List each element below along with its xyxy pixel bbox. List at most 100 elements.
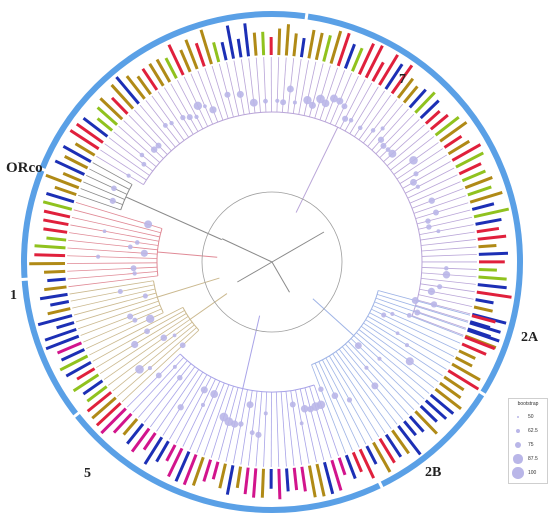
tip-label (243, 23, 251, 57)
bootstrap-node (127, 313, 134, 320)
tip-label (62, 145, 92, 163)
tip-label (164, 57, 178, 80)
bootstrap-node (404, 343, 410, 348)
bootstrap-node (436, 229, 441, 234)
tip-label (424, 110, 441, 125)
bootstrap-node (141, 161, 147, 167)
tip-label (477, 283, 507, 290)
tip-branch (86, 175, 128, 195)
bootstrap-node (131, 340, 139, 349)
tip-branch (341, 346, 404, 420)
bootstrap-node (415, 184, 421, 189)
bootstrap-node (186, 114, 193, 121)
tip-branch (415, 304, 469, 322)
bootstrap-node (318, 386, 324, 392)
tip-label (414, 410, 438, 435)
tip-branch (92, 162, 133, 185)
tip-label (45, 173, 80, 190)
tip-branch (411, 188, 464, 209)
tip-label (391, 429, 410, 455)
tip-branch (396, 148, 443, 180)
tip-label (403, 420, 417, 437)
clade-root-branch (125, 196, 222, 241)
legend-dot (514, 441, 522, 449)
legend-dot-wrap (511, 441, 525, 449)
tip-branch (80, 188, 123, 206)
tip-label (299, 37, 306, 58)
tip-label (476, 290, 512, 299)
tip-label (473, 305, 493, 313)
tip-branch (332, 353, 386, 434)
tip-label (475, 298, 494, 305)
tip-label (56, 321, 75, 330)
bootstrap-node (444, 266, 449, 271)
tip-branch (67, 255, 158, 259)
bootstrap-node (224, 91, 231, 98)
tip-label (44, 285, 67, 292)
bootstrap-node (341, 103, 348, 110)
bootstrap-node (126, 173, 131, 178)
tip-label (447, 139, 471, 156)
clade-label-5: 5 (84, 466, 91, 481)
tip-branch (407, 174, 458, 199)
outer-ring (19, 11, 523, 513)
tip-branch (285, 391, 295, 466)
bootstrap-node (172, 364, 177, 369)
tip-branch (421, 239, 476, 246)
tip-branch (170, 83, 199, 132)
tip-branch (197, 70, 219, 123)
tip-branch (83, 308, 162, 343)
tip-branch (157, 91, 189, 138)
tip-branch (263, 391, 268, 467)
bootstrap-node (194, 114, 199, 120)
tip-branch (247, 391, 258, 466)
bootstrap-node (236, 90, 244, 98)
tip-branch (419, 224, 474, 236)
tip-branch (418, 294, 473, 307)
bootstrap-node (130, 265, 137, 272)
clade-root-branch (312, 298, 355, 336)
tip-branch (420, 283, 475, 293)
tip-branch (295, 389, 310, 464)
tip-label (357, 42, 375, 75)
bootstrap-node (348, 118, 354, 123)
tip-branch (298, 60, 309, 115)
bootstrap-node (111, 185, 117, 192)
tip-branch (313, 384, 339, 457)
tip-label (467, 328, 500, 343)
tip-branch (411, 315, 464, 336)
bootstrap-node (177, 404, 184, 411)
tip-branch (369, 312, 455, 357)
tip-branch (338, 348, 398, 425)
tip-branch (344, 343, 409, 416)
tip-label (277, 468, 282, 500)
root-branch (271, 231, 325, 263)
tip-label (199, 29, 213, 65)
tip-label (475, 217, 502, 226)
tip-branch (118, 125, 160, 163)
root-branch (237, 261, 273, 283)
clade-label-orco: ORco (6, 160, 43, 176)
tip-label (47, 277, 66, 283)
tip-branch (409, 181, 461, 204)
bootstrap-node (411, 296, 419, 305)
tip-label (384, 433, 403, 458)
tip-label (96, 106, 119, 126)
tip-label (86, 391, 113, 413)
tip-label (43, 227, 68, 234)
legend-dot-wrap (511, 467, 525, 479)
legend-dot-wrap (511, 416, 525, 418)
clade-root-branch (157, 277, 220, 298)
tip-branch (73, 292, 157, 316)
tip-label (184, 39, 199, 70)
bootstrap-node (160, 334, 168, 342)
tip-label (454, 356, 473, 368)
bootstrap-node (255, 431, 262, 438)
tip-label (285, 468, 290, 492)
bootstrap-node (428, 197, 435, 204)
tip-branch (309, 386, 332, 459)
tip-branch (361, 325, 439, 383)
tip-label (478, 243, 497, 249)
tip-branch (113, 131, 157, 168)
tip-label (46, 236, 67, 242)
